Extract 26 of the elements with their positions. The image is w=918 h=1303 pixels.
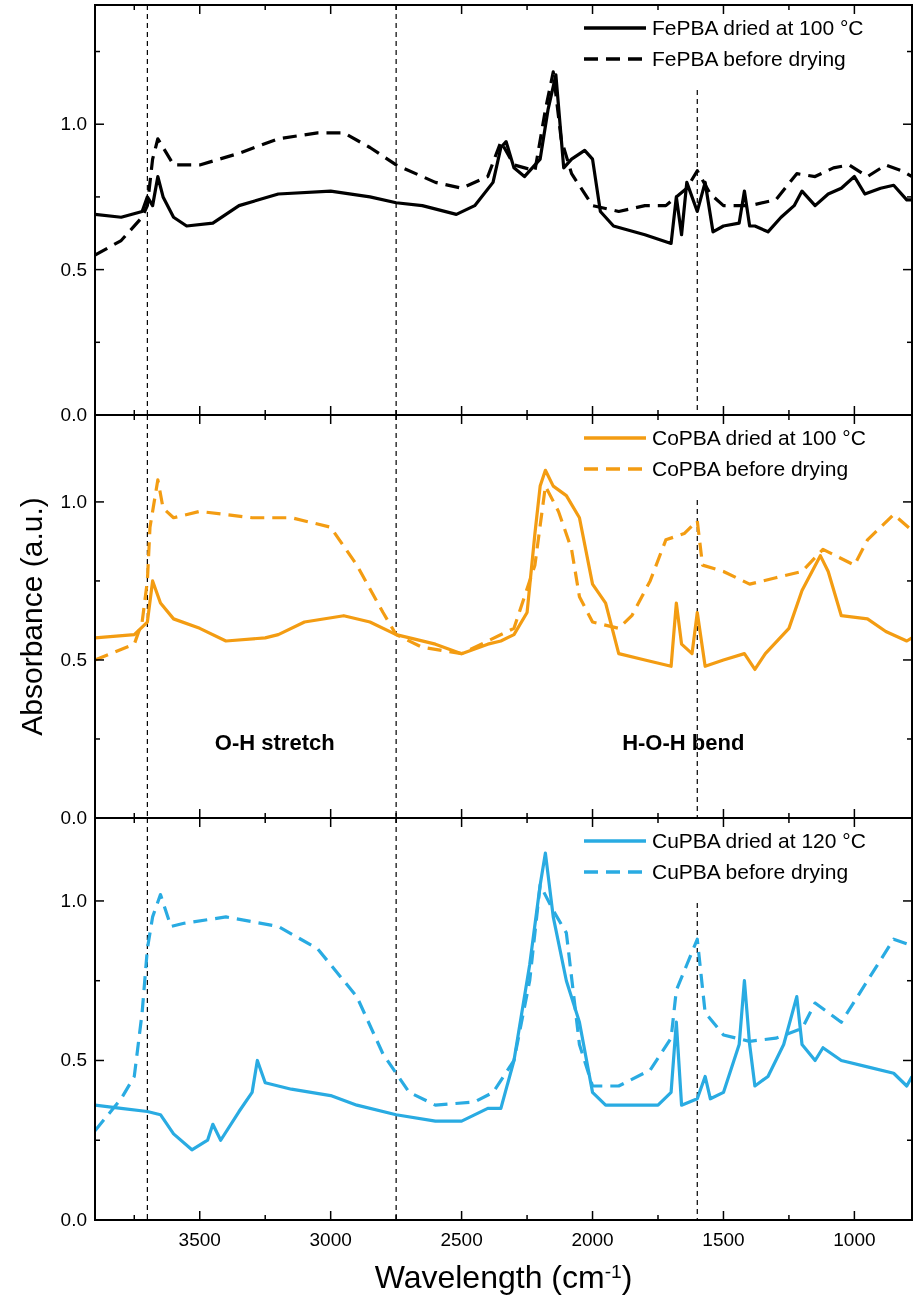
y-tick-label: 0.5 <box>60 1049 87 1071</box>
x-tick-label: 3000 <box>309 1229 352 1250</box>
y-tick-label: 0.0 <box>60 807 87 828</box>
legend-label: CoPBA dried at 100 °C <box>652 426 866 449</box>
x-tick-label: 2500 <box>440 1229 483 1250</box>
x-tick-label: 1500 <box>702 1229 745 1250</box>
x-tick-label: 2000 <box>571 1229 614 1250</box>
y-tick-label: 0.5 <box>60 258 87 280</box>
x-tick-label: 1000 <box>833 1229 876 1250</box>
legend-label: CoPBA before drying <box>652 457 849 480</box>
annotation: O-H stretch <box>214 730 335 755</box>
x-tick-label: 3500 <box>178 1229 221 1250</box>
x-axis-title: Wavelength (cm$^{-1}$) <box>374 1259 633 1295</box>
legend-label: FePBA dried at 100 °C <box>652 16 864 39</box>
y-tick-label: 0.5 <box>60 648 87 670</box>
y-tick-label: 1.0 <box>60 490 87 512</box>
annotation: H-O-H bend <box>622 730 745 755</box>
legend-label: FePBA before drying <box>652 47 846 70</box>
legend-label: CuPBA dried at 120 °C <box>652 829 866 852</box>
y-axis-title: Absorbance (a.u.) <box>15 497 48 736</box>
y-tick-label: 0.0 <box>60 1209 87 1230</box>
y-tick-label: 0.0 <box>60 404 87 425</box>
line-series <box>95 851 912 1152</box>
y-tick-label: 1.0 <box>60 113 87 135</box>
y-tick-label: 1.0 <box>60 889 87 911</box>
legend-label: CuPBA before drying <box>652 860 849 883</box>
